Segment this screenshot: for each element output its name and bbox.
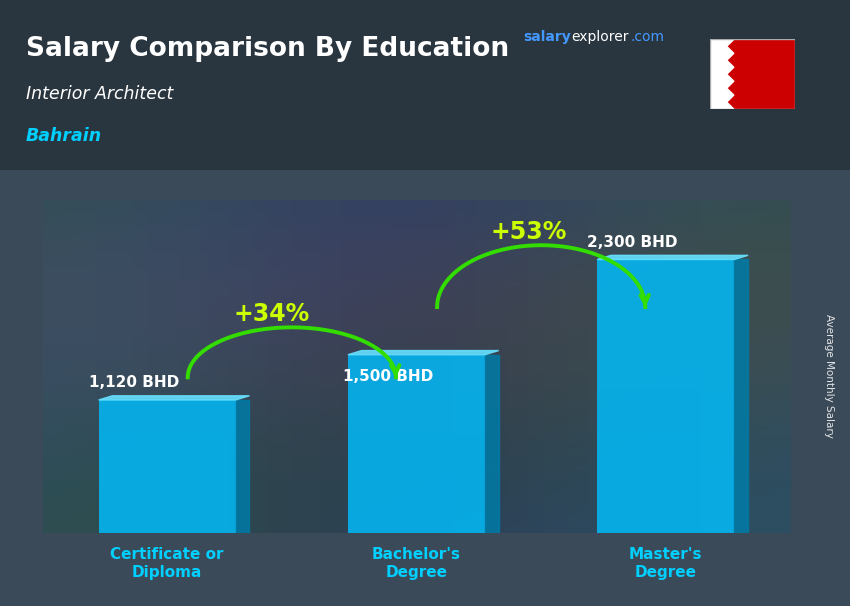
Bar: [598, 259, 734, 533]
Bar: [348, 355, 485, 533]
Text: 2,300 BHD: 2,300 BHD: [587, 235, 677, 250]
Polygon shape: [598, 255, 748, 259]
Polygon shape: [348, 350, 499, 355]
Polygon shape: [734, 259, 748, 533]
Text: explorer: explorer: [571, 30, 629, 44]
Text: Interior Architect: Interior Architect: [26, 85, 173, 103]
Text: Bahrain: Bahrain: [26, 127, 102, 145]
Text: Salary Comparison By Education: Salary Comparison By Education: [26, 36, 508, 62]
Text: +34%: +34%: [234, 302, 310, 326]
Text: .com: .com: [631, 30, 665, 44]
Polygon shape: [710, 39, 734, 109]
Text: +53%: +53%: [490, 220, 567, 244]
Text: Average Monthly Salary: Average Monthly Salary: [824, 314, 834, 438]
Polygon shape: [485, 355, 499, 533]
Text: 1,120 BHD: 1,120 BHD: [88, 376, 178, 390]
Text: salary: salary: [523, 30, 570, 44]
Text: 1,500 BHD: 1,500 BHD: [343, 369, 434, 384]
Polygon shape: [235, 400, 249, 533]
Bar: [99, 400, 235, 533]
Polygon shape: [99, 396, 249, 400]
